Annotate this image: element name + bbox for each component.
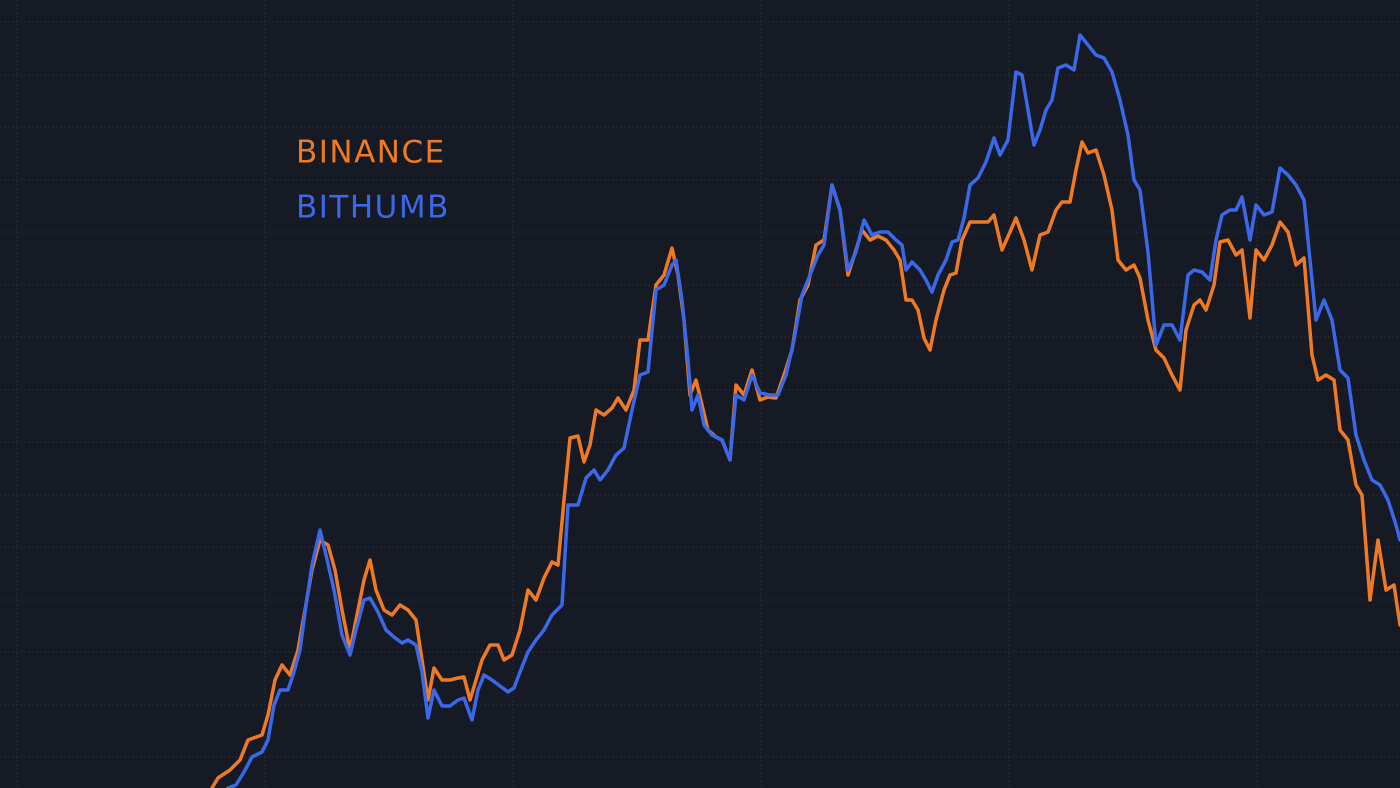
series-line xyxy=(210,140,1400,788)
legend-entry: BINANCE xyxy=(296,135,446,171)
legend-entry: BITHUMB xyxy=(296,190,450,226)
plot-area xyxy=(210,33,1400,788)
legend: BINANCE BITHUMB xyxy=(296,135,450,226)
series-line xyxy=(226,33,1400,788)
